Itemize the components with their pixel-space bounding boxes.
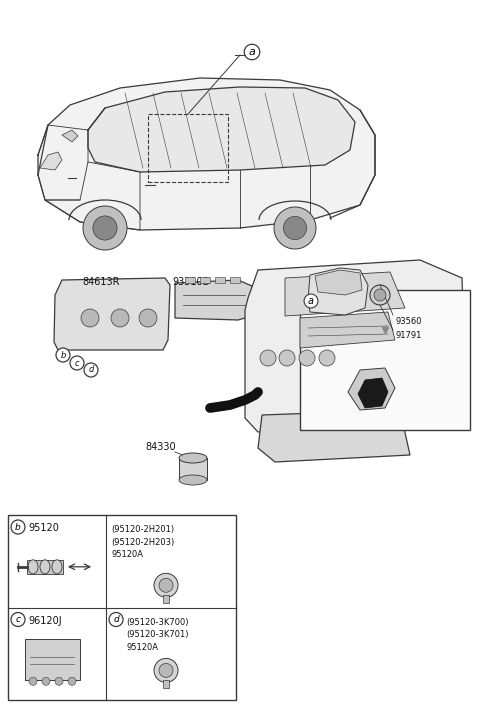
Text: c: c xyxy=(15,615,21,624)
Text: 93310D: 93310D xyxy=(172,277,210,287)
Circle shape xyxy=(284,217,307,240)
Ellipse shape xyxy=(179,475,207,485)
Circle shape xyxy=(279,350,295,366)
Polygon shape xyxy=(358,378,388,408)
Circle shape xyxy=(319,350,335,366)
Ellipse shape xyxy=(179,453,207,463)
Circle shape xyxy=(154,658,178,682)
Polygon shape xyxy=(245,260,465,432)
Text: (95120-2H201)
(95120-2H203)
95120A: (95120-2H201) (95120-2H203) 95120A xyxy=(111,525,174,559)
Polygon shape xyxy=(348,368,395,410)
FancyBboxPatch shape xyxy=(24,639,80,679)
Circle shape xyxy=(93,216,117,240)
Text: a: a xyxy=(308,296,314,306)
Bar xyxy=(163,680,169,688)
Polygon shape xyxy=(62,130,78,142)
Text: 84330: 84330 xyxy=(145,442,176,452)
Bar xyxy=(300,290,470,430)
Text: b: b xyxy=(15,523,21,531)
Circle shape xyxy=(111,309,129,327)
Circle shape xyxy=(159,578,173,593)
Circle shape xyxy=(370,285,390,305)
Polygon shape xyxy=(258,410,410,462)
Bar xyxy=(230,277,240,283)
Circle shape xyxy=(159,663,173,677)
Bar xyxy=(8,515,236,700)
Circle shape xyxy=(274,207,316,249)
Ellipse shape xyxy=(28,560,38,574)
Text: 84613R: 84613R xyxy=(82,277,120,287)
Polygon shape xyxy=(38,78,375,230)
Circle shape xyxy=(260,350,276,366)
Polygon shape xyxy=(308,268,368,315)
Circle shape xyxy=(83,206,127,250)
Circle shape xyxy=(11,612,25,627)
Circle shape xyxy=(154,573,178,597)
Circle shape xyxy=(55,677,63,685)
Text: b: b xyxy=(60,351,66,359)
Text: c: c xyxy=(75,359,79,367)
Circle shape xyxy=(109,612,123,627)
Polygon shape xyxy=(315,270,362,295)
Polygon shape xyxy=(54,278,170,350)
Polygon shape xyxy=(285,272,405,316)
Circle shape xyxy=(56,348,70,362)
Bar xyxy=(200,277,210,283)
Ellipse shape xyxy=(40,560,50,574)
Bar xyxy=(179,458,207,480)
Circle shape xyxy=(374,289,386,301)
Polygon shape xyxy=(40,152,62,170)
Bar xyxy=(185,277,195,283)
Text: d: d xyxy=(88,366,94,374)
Text: (95120-3K700)
(95120-3K701)
95120A: (95120-3K700) (95120-3K701) 95120A xyxy=(126,617,189,652)
Text: 95120: 95120 xyxy=(28,523,59,533)
Circle shape xyxy=(81,309,99,327)
Circle shape xyxy=(139,309,157,327)
Bar xyxy=(163,595,169,603)
Circle shape xyxy=(11,520,25,534)
Text: 93560: 93560 xyxy=(395,317,421,327)
Text: 96120J: 96120J xyxy=(28,615,61,625)
Polygon shape xyxy=(88,87,355,172)
Bar xyxy=(27,560,63,574)
Text: 91791: 91791 xyxy=(395,331,421,339)
Circle shape xyxy=(68,677,76,685)
Polygon shape xyxy=(300,312,395,348)
Text: d: d xyxy=(113,615,119,624)
Circle shape xyxy=(299,350,315,366)
Circle shape xyxy=(29,677,37,685)
Circle shape xyxy=(42,677,50,685)
Ellipse shape xyxy=(52,560,62,574)
Bar xyxy=(215,277,225,283)
Circle shape xyxy=(84,363,98,377)
Text: a: a xyxy=(249,47,255,57)
Circle shape xyxy=(70,356,84,370)
Polygon shape xyxy=(175,280,252,320)
